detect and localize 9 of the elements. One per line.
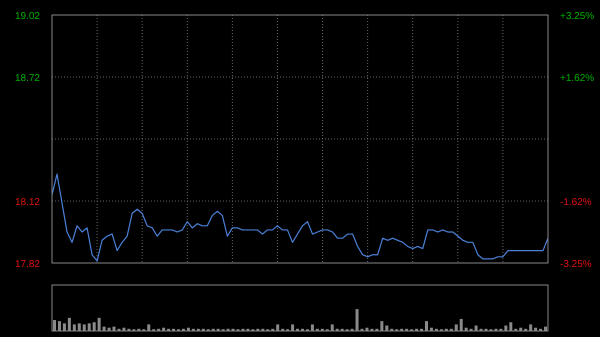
y-tick-label: 18.12 (14, 197, 40, 208)
y2-tick-label: -3.25% (560, 259, 592, 270)
y2-tick-label: -1.62% (560, 196, 592, 208)
y2-tick-label: +3.25% (560, 11, 594, 22)
line-series (51, 174, 549, 262)
y-tick-label: 19.02 (14, 11, 40, 22)
y-tick-label: 18.72 (14, 73, 40, 84)
y2-tick-label: +1.62% (560, 73, 594, 84)
y-tick-label: 17.82 (14, 259, 40, 270)
